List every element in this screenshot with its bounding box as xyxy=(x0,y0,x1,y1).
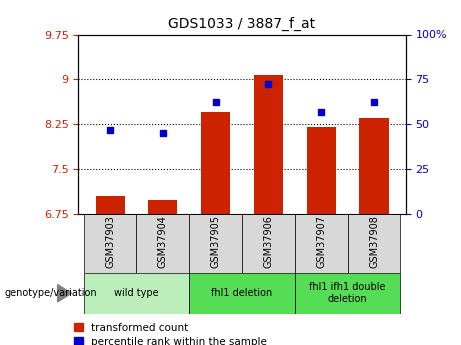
Bar xyxy=(83,273,189,314)
Title: GDS1033 / 3887_f_at: GDS1033 / 3887_f_at xyxy=(168,17,316,31)
Legend: transformed count, percentile rank within the sample: transformed count, percentile rank withi… xyxy=(74,323,267,345)
Text: wild type: wild type xyxy=(114,288,159,298)
Polygon shape xyxy=(58,285,71,302)
Bar xyxy=(136,214,189,273)
Text: fhl1 ifh1 double
deletion: fhl1 ifh1 double deletion xyxy=(309,283,386,304)
Bar xyxy=(189,214,242,273)
Text: genotype/variation: genotype/variation xyxy=(5,288,97,298)
Bar xyxy=(307,127,336,214)
Text: GSM37903: GSM37903 xyxy=(105,215,115,268)
Bar xyxy=(83,214,136,273)
Bar xyxy=(148,200,177,214)
Text: GSM37908: GSM37908 xyxy=(369,215,379,268)
Text: GSM37906: GSM37906 xyxy=(263,215,273,268)
Text: GSM37905: GSM37905 xyxy=(211,215,221,268)
Bar xyxy=(295,273,401,314)
Bar xyxy=(295,214,348,273)
Bar xyxy=(189,273,295,314)
Text: GSM37907: GSM37907 xyxy=(316,215,326,268)
Text: GSM37904: GSM37904 xyxy=(158,215,168,268)
Bar xyxy=(201,112,230,214)
Bar xyxy=(95,196,124,214)
Bar xyxy=(360,118,389,214)
Bar xyxy=(254,75,283,214)
Bar xyxy=(242,214,295,273)
Text: fhl1 deletion: fhl1 deletion xyxy=(212,288,272,298)
Bar xyxy=(348,214,401,273)
